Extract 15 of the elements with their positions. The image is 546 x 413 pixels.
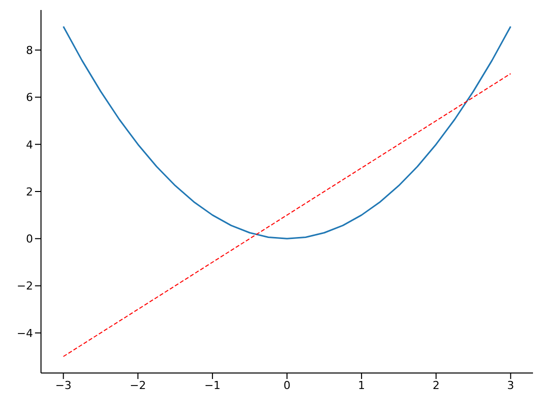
x-tick-label: 2 bbox=[432, 378, 440, 392]
line-series bbox=[62, 26, 512, 240]
y-tick-label: −2 bbox=[16, 280, 33, 293]
y-tick-label: 0 bbox=[26, 232, 33, 246]
y-tick-label: 6 bbox=[26, 91, 33, 104]
y-tick-label: 2 bbox=[26, 185, 33, 198]
x-tick-label: 0 bbox=[284, 378, 290, 392]
y-tick-label: 8 bbox=[26, 44, 33, 57]
x-tick-label: 3 bbox=[507, 378, 514, 392]
y-tick-label: 4 bbox=[26, 138, 33, 152]
x-tick-label: −1 bbox=[204, 378, 221, 392]
y-tick-label: −4 bbox=[16, 326, 33, 340]
x-tick-label: 1 bbox=[358, 378, 366, 392]
x-tick-label: −2 bbox=[130, 378, 146, 392]
x-tick-label: −3 bbox=[55, 378, 72, 392]
